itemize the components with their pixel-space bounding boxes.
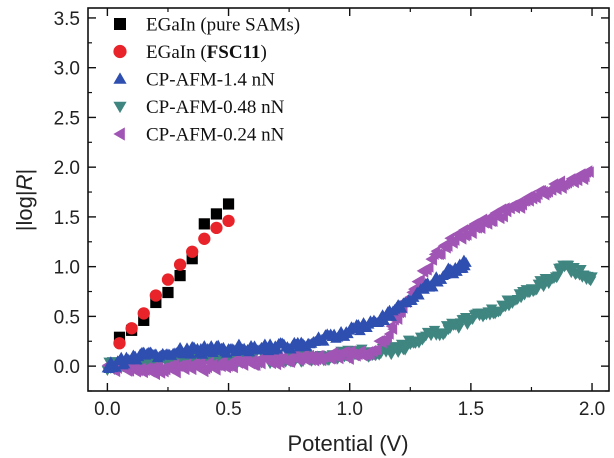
- series-circle: [113, 214, 235, 350]
- series-layer: [101, 165, 598, 381]
- data-point: [186, 245, 199, 258]
- plot-frame: [87, 7, 610, 392]
- y-axis-title-symbol: R: [12, 174, 37, 190]
- data-point: [435, 248, 446, 260]
- data-point: [423, 261, 434, 273]
- legend-label: EGaIn (FSC11): [146, 42, 267, 63]
- data-point: [466, 227, 477, 239]
- legend-label: CP-AFM-0.24 nN: [146, 125, 285, 146]
- y-axis-title: |log|R|: [12, 169, 37, 231]
- legend-label-text: CP-AFM-1.4 nN: [146, 70, 275, 91]
- data-point: [210, 208, 223, 220]
- y-axis-title-suffix: |: [12, 169, 37, 175]
- data-point: [222, 214, 235, 228]
- data-point: [149, 289, 163, 302]
- data-point: [413, 289, 425, 300]
- data-point: [530, 285, 543, 296]
- x-tick-label: 2.0: [579, 399, 605, 420]
- legend-label: EGaIn (pure SAMs): [146, 15, 300, 36]
- data-point: [125, 322, 138, 335]
- series-triangle-left: [101, 165, 594, 381]
- x-axis-title: Potential (V): [287, 431, 408, 456]
- data-point: [395, 302, 408, 313]
- data-point: [198, 218, 210, 230]
- legend-label-tail: ): [261, 42, 267, 63]
- y-tick-label: 1.5: [54, 208, 80, 229]
- data-point: [113, 337, 126, 350]
- data-point: [162, 286, 174, 299]
- legend-marker-triangle-left: [113, 127, 125, 141]
- data-point: [228, 361, 238, 374]
- data-point: [586, 272, 598, 283]
- data-point: [170, 366, 181, 379]
- y-axis-title-prefix: |log|: [12, 190, 37, 231]
- legend-label-bold: FSC11: [207, 42, 261, 63]
- y-tick-label: 2.5: [54, 108, 80, 129]
- x-tick-label: 1.5: [458, 399, 484, 420]
- data-point: [392, 313, 403, 325]
- data-point: [385, 350, 397, 361]
- legend-marker-circle: [113, 44, 127, 59]
- x-tick-label: 0.0: [94, 399, 120, 420]
- legend-label-text: CP-AFM-0.48 nN: [146, 97, 285, 118]
- data-point: [385, 310, 397, 321]
- x-tick-label: 0.5: [215, 399, 241, 420]
- legend-marker-triangle-down: [113, 101, 127, 114]
- data-point: [174, 270, 186, 282]
- data-point: [271, 343, 283, 354]
- data-point: [150, 368, 161, 381]
- data-point: [222, 198, 235, 210]
- data-point: [198, 232, 211, 245]
- legend-label-text: CP-AFM-0.24 nN: [146, 125, 285, 146]
- data-point: [150, 296, 162, 309]
- y-tick-label: 3.5: [54, 9, 80, 30]
- legend-label: CP-AFM-1.4 nN: [146, 70, 275, 91]
- data-point: [378, 315, 391, 326]
- data-point: [575, 264, 587, 275]
- data-point: [371, 343, 382, 356]
- data-point: [460, 256, 472, 267]
- data-point: [318, 335, 330, 346]
- legend-marker-square: [114, 18, 126, 30]
- legend-label-text: EGaIn (: [146, 42, 207, 63]
- data-point: [414, 274, 425, 286]
- data-point: [138, 314, 150, 326]
- y-tick-label: 2.0: [54, 158, 80, 179]
- series-square: [113, 198, 235, 343]
- data-point: [186, 253, 198, 265]
- legend-label: CP-AFM-0.48 nN: [146, 97, 285, 118]
- data-point: [387, 323, 398, 335]
- data-point: [475, 222, 486, 235]
- legend: EGaIn (pure SAMs)EGaIn (FSC11)CP-AFM-1.4…: [113, 15, 300, 146]
- series-triangle-up: [101, 254, 472, 373]
- y-tick-label: 1.0: [54, 258, 80, 279]
- data-point: [210, 221, 223, 235]
- y-tick-label: 3.0: [54, 59, 80, 80]
- data-point: [161, 273, 175, 286]
- y-tick-label: 0.0: [54, 357, 80, 378]
- legend-label-tail: pure SAMs): [207, 15, 300, 36]
- legend-label-text: EGaIn (: [146, 15, 207, 36]
- data-point: [485, 304, 498, 315]
- y-tick-label: 0.5: [54, 307, 80, 328]
- x-tick-label: 1.0: [337, 399, 363, 420]
- axis-ticks: 0.0 0.5 1.0 1.5 2.0 0.0 0.5 1.0 1.5 2.0 2.5 3.0 3.5: [54, 8, 609, 420]
- data-point: [173, 258, 187, 271]
- legend-marker-triangle-up: [113, 72, 127, 84]
- data-point: [583, 166, 594, 178]
- data-point: [137, 307, 150, 320]
